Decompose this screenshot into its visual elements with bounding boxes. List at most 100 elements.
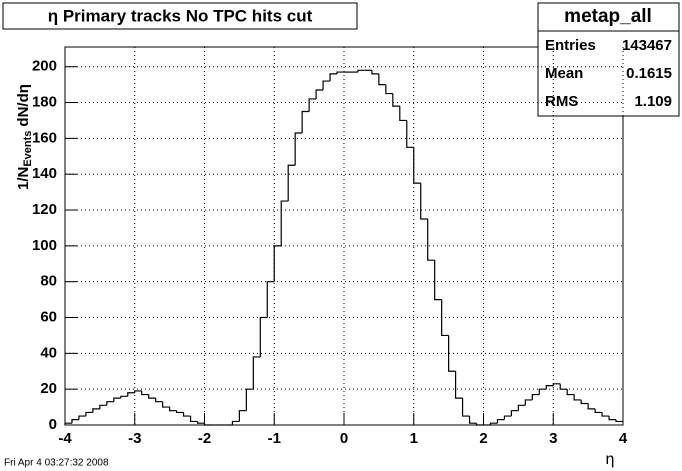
histogram-bin (196, 421, 205, 424)
histogram-bin (385, 84, 393, 95)
y-tick-label: 40 (40, 344, 57, 361)
histogram-bin (162, 401, 170, 408)
histogram-bin (245, 388, 254, 411)
y-tick-label: 200 (32, 58, 57, 75)
x-tick-label: -1 (268, 430, 281, 447)
histogram-bin (399, 106, 407, 122)
histogram-bin (78, 415, 86, 420)
histogram-bin (441, 299, 449, 337)
histogram-bin (155, 398, 163, 403)
stats-box (537, 2, 680, 117)
x-tick-label: -2 (198, 430, 211, 447)
y-tick-label: 60 (40, 308, 57, 325)
histogram-bin (573, 394, 582, 401)
histogram-bin (531, 393, 540, 400)
x-tick-label: 1 (410, 430, 418, 447)
x-tick-label: 3 (549, 430, 557, 447)
x-tick-label: 2 (479, 430, 487, 447)
histogram-bin (287, 164, 296, 202)
histogram-bin (545, 384, 554, 390)
histogram-bin (552, 383, 561, 386)
histogram-bin (176, 410, 184, 414)
histogram-bin (594, 408, 603, 414)
histogram-bin (85, 411, 93, 417)
histogram-bin (524, 399, 533, 406)
histogram-bin (587, 403, 596, 410)
stats-label: RMS (545, 93, 578, 110)
stats-label: Mean (545, 65, 583, 82)
histogram-bin (601, 412, 610, 417)
chart-title: η Primary tracks No TPC hits cut (48, 6, 313, 25)
histogram-bin (266, 281, 275, 318)
histogram-bin (517, 404, 526, 411)
y-tick-label: 0 (49, 416, 57, 433)
histogram-bin (566, 389, 575, 396)
histogram-bin (120, 395, 128, 399)
stats-title: metap_all (564, 6, 652, 27)
histogram-bin (280, 200, 289, 246)
histogram-bin (231, 420, 240, 425)
histogram-bin (580, 399, 589, 405)
histogram-bin (252, 356, 261, 390)
y-tick-label: 80 (40, 273, 57, 290)
histogram-bin (92, 408, 100, 413)
histogram-bin (378, 73, 386, 86)
x-tick-label: 0 (340, 430, 348, 447)
title-box (2, 2, 358, 30)
y-label-sub: Events (22, 131, 34, 167)
histogram-bin (329, 73, 338, 82)
histogram-bin (64, 422, 72, 425)
x-axis-label: η (606, 451, 615, 468)
histogram-bin (141, 390, 149, 396)
histogram-bin (503, 415, 512, 420)
y-tick-label: 20 (40, 380, 57, 397)
histogram-bin (608, 416, 617, 421)
histogram-bin (308, 98, 317, 112)
histogram-bin (615, 419, 623, 423)
histogram-bin (510, 410, 519, 417)
stats-label: Entries (545, 37, 596, 54)
x-tick-label: -3 (128, 430, 141, 447)
x-tick-label: 4 (619, 430, 628, 447)
y-label-main: 1/N (15, 167, 32, 190)
histogram-bin (559, 383, 568, 390)
stats-value: 0.1615 (626, 65, 672, 82)
histogram-bin (113, 397, 121, 402)
histogram-bin (468, 416, 477, 424)
y-axis-label: 1/NEvents dN/dη (15, 84, 34, 190)
histogram-bin (134, 390, 142, 393)
histogram-bin (448, 335, 456, 372)
histogram-bin (475, 423, 484, 426)
histogram-bin (127, 392, 135, 397)
histogram-bin (189, 416, 198, 423)
histogram-bin (99, 404, 107, 409)
histogram-bin (371, 70, 379, 75)
histogram-bin (294, 132, 303, 166)
histogram-bin (420, 183, 428, 220)
footer: Fri Apr 4 03:27:32 2008 (4, 458, 109, 469)
histogram-bin (169, 407, 177, 412)
histogram-bin (148, 394, 156, 399)
histogram-bin (322, 80, 331, 90)
histogram-bin (182, 412, 191, 417)
y-tick-label: 100 (32, 237, 57, 254)
histogram-bin (406, 120, 414, 148)
y-tick-label: 160 (32, 129, 57, 146)
histogram-bin (315, 89, 324, 99)
histogram-bin (71, 419, 79, 424)
stats-value: 143467 (622, 37, 672, 54)
histogram-bin (203, 423, 212, 426)
histogram-bin (538, 388, 547, 395)
histogram-bin (273, 245, 282, 282)
histogram-bin (259, 316, 268, 357)
histogram-bin (496, 419, 505, 424)
histogram-bin (489, 422, 498, 425)
histogram-bin (427, 218, 435, 261)
histogram-bin (357, 69, 365, 73)
histogram-bin (413, 147, 421, 184)
histogram-bin (461, 398, 470, 417)
histogram-bin (301, 110, 310, 133)
histogram-bin (455, 371, 463, 399)
histogram-bin (434, 260, 442, 301)
